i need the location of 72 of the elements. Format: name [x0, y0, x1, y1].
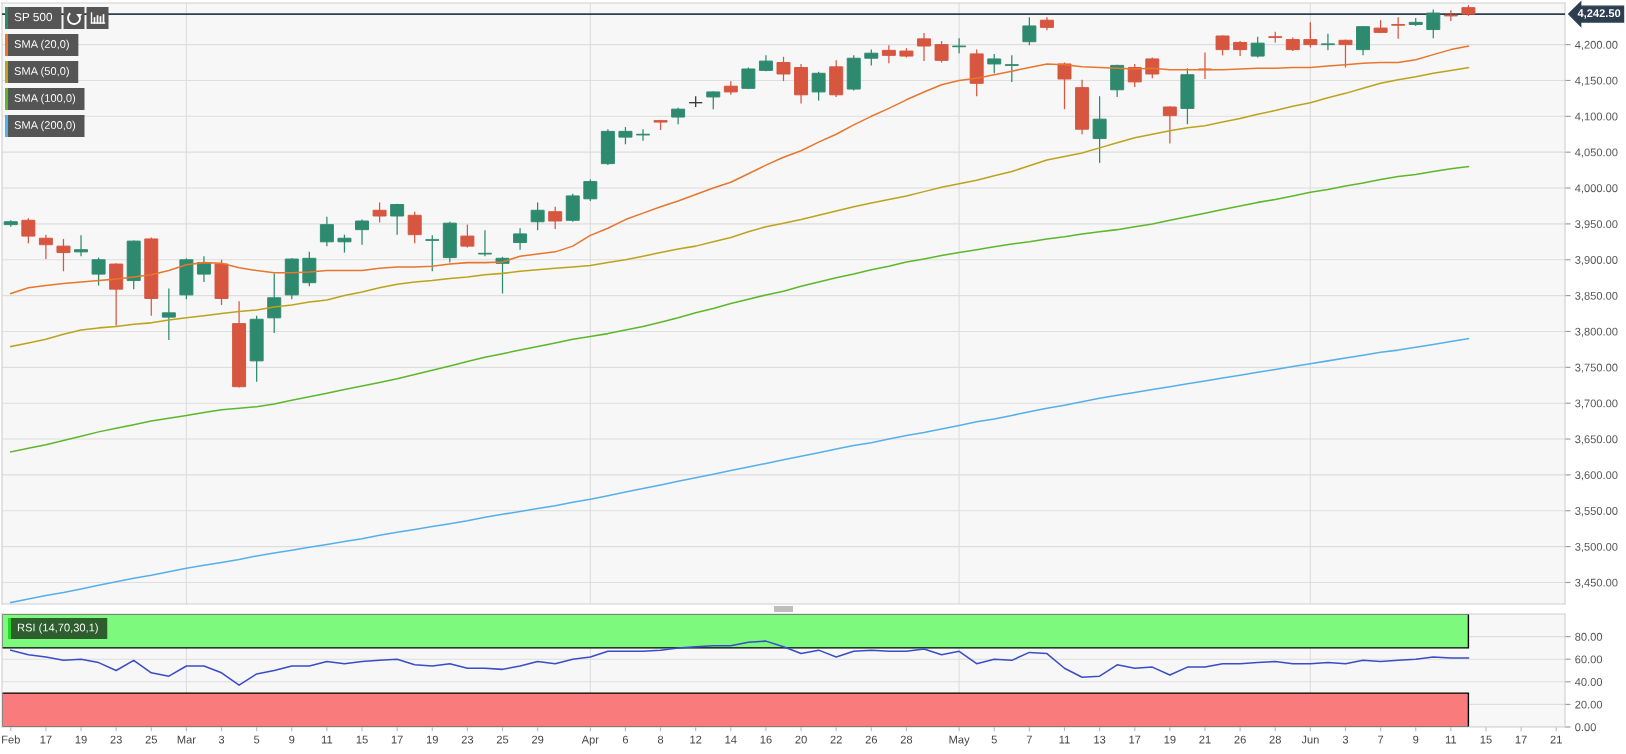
x-tick-label: 7 — [1026, 735, 1032, 744]
x-tick-label: Feb — [2, 735, 20, 744]
x-tick-label: 17 — [1129, 735, 1141, 744]
y-tick-label: 40.00 — [1574, 678, 1603, 686]
x-tick-label: 26 — [865, 735, 877, 744]
x-tick-label: 9 — [289, 735, 295, 744]
y-tick-label: 3,550.00 — [1575, 507, 1618, 517]
x-tick-label: 23 — [110, 735, 122, 744]
y-tick-label: 3,450.00 — [1575, 578, 1618, 588]
x-tick-label: 29 — [532, 735, 544, 744]
x-tick-label: 8 — [657, 735, 664, 744]
x-tick-label: 14 — [725, 735, 737, 744]
y-tick-label: 80.00 — [1575, 632, 1603, 641]
legend-label: SMA (50,0) — [14, 66, 69, 78]
y-tick-label: 4,100.00 — [1574, 112, 1618, 122]
x-tick-label: 16 — [760, 735, 772, 744]
y-tick-label: 3,800.00 — [1575, 327, 1618, 337]
x-tick-label: 28 — [1269, 735, 1281, 744]
x-tick-label: 17 — [40, 735, 52, 744]
x-tick-label: Jun — [1301, 735, 1319, 744]
x-tick-label: 11 — [1059, 735, 1070, 744]
x-tick-label: 7 — [1378, 735, 1384, 744]
y-tick-label: 3,600.00 — [1575, 471, 1618, 481]
x-tick-label: 20 — [795, 735, 807, 744]
y-tick-label: 3,950.00 — [1575, 220, 1618, 230]
x-tick-label: 25 — [145, 735, 157, 744]
x-tick-label: 17 — [1515, 735, 1527, 744]
y-tick-label: 3,900.00 — [1575, 256, 1618, 266]
x-tick-label: 15 — [1480, 735, 1492, 744]
y-tick-label: 4,000.00 — [1574, 184, 1618, 194]
y-tick-label: 3,700.00 — [1575, 399, 1618, 409]
y-tick-label: 3,500.00 — [1575, 542, 1618, 553]
y-tick-label: 4,150.00 — [1574, 76, 1618, 86]
y-tick-label: 3,750.00 — [1575, 363, 1618, 373]
x-tick-label: 25 — [496, 735, 509, 744]
y-tick-label: 3,850.00 — [1575, 291, 1618, 302]
x-tick-label: May — [949, 735, 970, 746]
x-tick-label: 19 — [1164, 735, 1176, 744]
x-tick-label: 15 — [356, 735, 368, 744]
legend-label: SP 500 — [14, 12, 53, 22]
x-tick-label: 12 — [690, 735, 702, 744]
x-tick-label: 5 — [991, 735, 997, 744]
x-tick-label: Mar — [177, 735, 196, 744]
y-tick-label: 60.00 — [1575, 655, 1603, 664]
x-tick-label: 3 — [1342, 735, 1349, 744]
x-tick-label: 21 — [1199, 735, 1211, 744]
x-tick-label: Apr — [581, 735, 599, 746]
y-tick-label: 0.00 — [1575, 723, 1596, 732]
x-tick-label: 11 — [1445, 735, 1457, 744]
x-tick-label: 9 — [1413, 735, 1419, 744]
legend-label: SMA (100,0) — [14, 93, 76, 105]
x-tick-label: 19 — [426, 735, 438, 744]
x-tick-label: 28 — [900, 735, 913, 744]
legend-label: SMA (20,0) — [14, 39, 69, 51]
x-tick-label: 21 — [1550, 735, 1562, 744]
x-tick-label: 19 — [75, 735, 87, 744]
y-tick-label: 3,650.00 — [1575, 435, 1618, 445]
y-tick-label: 4,050.00 — [1574, 148, 1618, 158]
x-tick-label: 26 — [1234, 735, 1246, 744]
x-tick-label: 6 — [622, 735, 629, 744]
x-tick-label: 11 — [321, 735, 333, 744]
x-tick-label: 13 — [1094, 735, 1106, 744]
y-tick-label: 20.00 — [1575, 700, 1603, 709]
y-tick-label: 4,200.00 — [1574, 40, 1618, 51]
ref-line-label: 4,242.50 — [1577, 9, 1621, 19]
x-tick-label: 3 — [218, 735, 225, 744]
text: RSI (14,70,30,1) — [17, 623, 98, 634]
x-tick-label: 22 — [830, 735, 842, 744]
legend-label: SMA (200,0) — [14, 120, 76, 132]
x-tick-label: 23 — [461, 735, 474, 744]
x-tick-label: 5 — [254, 735, 260, 744]
x-tick-label: 17 — [391, 735, 403, 744]
